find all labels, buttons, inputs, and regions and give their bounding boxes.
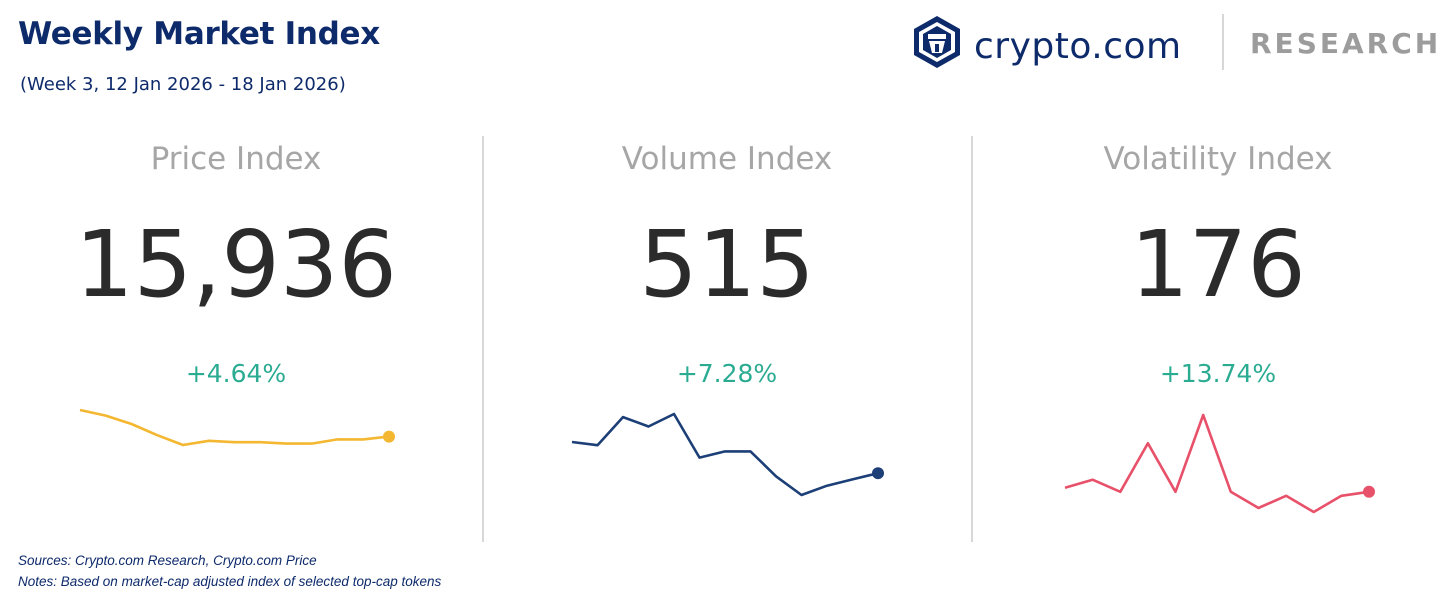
brand-section: RESEARCH bbox=[1250, 27, 1442, 60]
volume-sparkline bbox=[571, 412, 884, 497]
volume-index-panel: Volume Index 515 +7.28% bbox=[507, 138, 947, 497]
panel-value: 15,936 bbox=[75, 211, 397, 318]
panel-change: +13.74% bbox=[1159, 359, 1277, 388]
sparkline-path bbox=[571, 412, 879, 497]
volatility-index-panel: Volatility Index 176 +13.74% bbox=[998, 138, 1438, 514]
volatility-sparkline bbox=[1064, 413, 1375, 514]
column-divider bbox=[482, 136, 484, 542]
panel-label: Price Index bbox=[150, 141, 322, 177]
panel-change: +7.28% bbox=[676, 359, 778, 388]
page-subtitle: (Week 3, 12 Jan 2026 - 18 Jan 2026) bbox=[20, 74, 346, 95]
price-sparkline bbox=[79, 408, 395, 447]
price-index-panel: Price Index 15,936 +4.64% bbox=[16, 138, 456, 447]
sparkline-endpoint bbox=[383, 430, 395, 443]
brand-header: crypto.com RESEARCH bbox=[912, 14, 1442, 74]
crypto-com-shield-logo bbox=[914, 16, 960, 68]
notes-note: Notes: Based on market-cap adjusted inde… bbox=[18, 574, 442, 589]
sources-note: Sources: Crypto.com Research, Crypto.com… bbox=[18, 553, 317, 568]
page-title: Weekly Market Index bbox=[18, 16, 380, 52]
brand-divider bbox=[1222, 14, 1224, 70]
sparkline-endpoint bbox=[1363, 485, 1375, 498]
panel-change: +4.64% bbox=[185, 359, 287, 388]
panel-label: Volume Index bbox=[621, 141, 833, 177]
sparkline-path bbox=[1064, 413, 1370, 514]
sparkline-endpoint bbox=[872, 467, 884, 480]
panel-label: Volatility Index bbox=[1103, 141, 1333, 177]
sparkline-path bbox=[79, 408, 390, 447]
panel-value: 515 bbox=[639, 211, 815, 318]
brand-name: crypto.com bbox=[974, 26, 1182, 67]
panel-value: 176 bbox=[1130, 211, 1306, 318]
column-divider bbox=[971, 136, 973, 542]
